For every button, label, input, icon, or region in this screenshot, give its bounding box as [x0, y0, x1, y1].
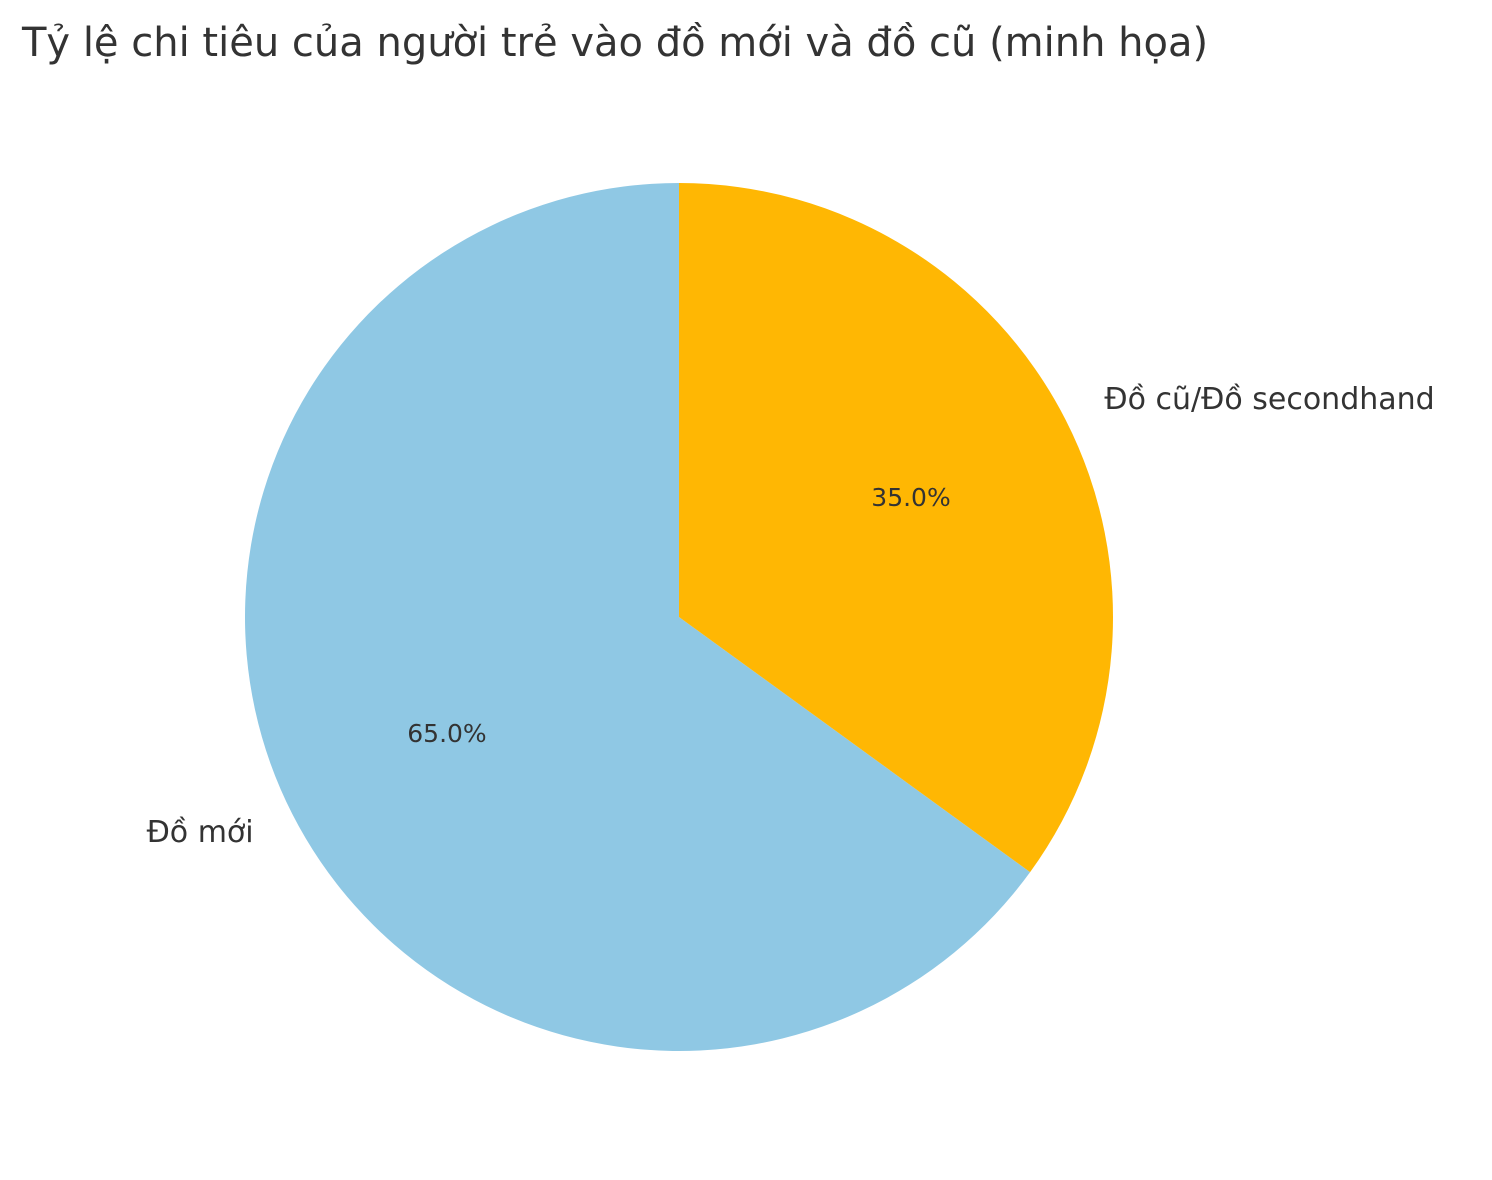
pie-slice: [679, 183, 1113, 873]
pie-slice: [244, 183, 1031, 1052]
slice-label: Đồ mới: [147, 815, 254, 850]
value-label: 65.0%: [407, 719, 486, 748]
slice-label: Đồ cũ/Đồ secondhand: [1104, 382, 1434, 417]
value-label: 35.0%: [871, 483, 950, 512]
chart-title: Tỷ lệ chi tiêu của người trẻ vào đồ mới …: [21, 20, 1208, 66]
